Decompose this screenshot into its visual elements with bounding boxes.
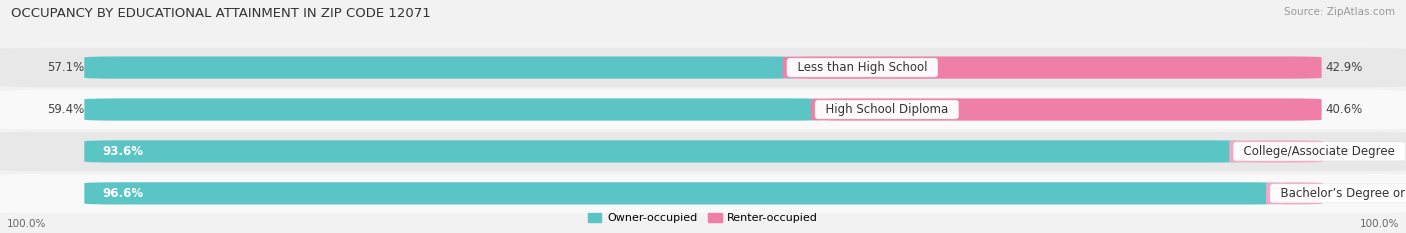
Text: 57.1%: 57.1% [48, 61, 84, 74]
FancyBboxPatch shape [84, 98, 825, 121]
FancyBboxPatch shape [783, 56, 1322, 79]
Text: College/Associate Degree: College/Associate Degree [1236, 145, 1403, 158]
FancyBboxPatch shape [0, 90, 1406, 129]
Text: 96.6%: 96.6% [103, 187, 143, 200]
Legend: Owner-occupied, Renter-occupied: Owner-occupied, Renter-occupied [583, 208, 823, 227]
FancyBboxPatch shape [0, 132, 1406, 171]
FancyBboxPatch shape [811, 98, 1322, 121]
FancyBboxPatch shape [1229, 140, 1323, 163]
Text: OCCUPANCY BY EDUCATIONAL ATTAINMENT IN ZIP CODE 12071: OCCUPANCY BY EDUCATIONAL ATTAINMENT IN Z… [11, 7, 432, 20]
Text: Bachelor’s Degree or higher: Bachelor’s Degree or higher [1272, 187, 1406, 200]
Text: 93.6%: 93.6% [103, 145, 143, 158]
FancyBboxPatch shape [0, 48, 1406, 87]
FancyBboxPatch shape [84, 182, 1279, 205]
Text: High School Diploma: High School Diploma [818, 103, 956, 116]
Text: 59.4%: 59.4% [48, 103, 84, 116]
Text: Less than High School: Less than High School [790, 61, 935, 74]
Text: 100.0%: 100.0% [7, 219, 46, 229]
Text: 100.0%: 100.0% [1360, 219, 1399, 229]
Text: Source: ZipAtlas.com: Source: ZipAtlas.com [1284, 7, 1395, 17]
FancyBboxPatch shape [1265, 182, 1323, 205]
Text: 42.9%: 42.9% [1326, 61, 1364, 74]
FancyBboxPatch shape [84, 56, 797, 79]
Text: 3.5%: 3.5% [1327, 187, 1357, 200]
FancyBboxPatch shape [0, 174, 1406, 213]
Text: 40.6%: 40.6% [1326, 103, 1362, 116]
FancyBboxPatch shape [84, 140, 1243, 163]
Text: 6.5%: 6.5% [1327, 145, 1357, 158]
